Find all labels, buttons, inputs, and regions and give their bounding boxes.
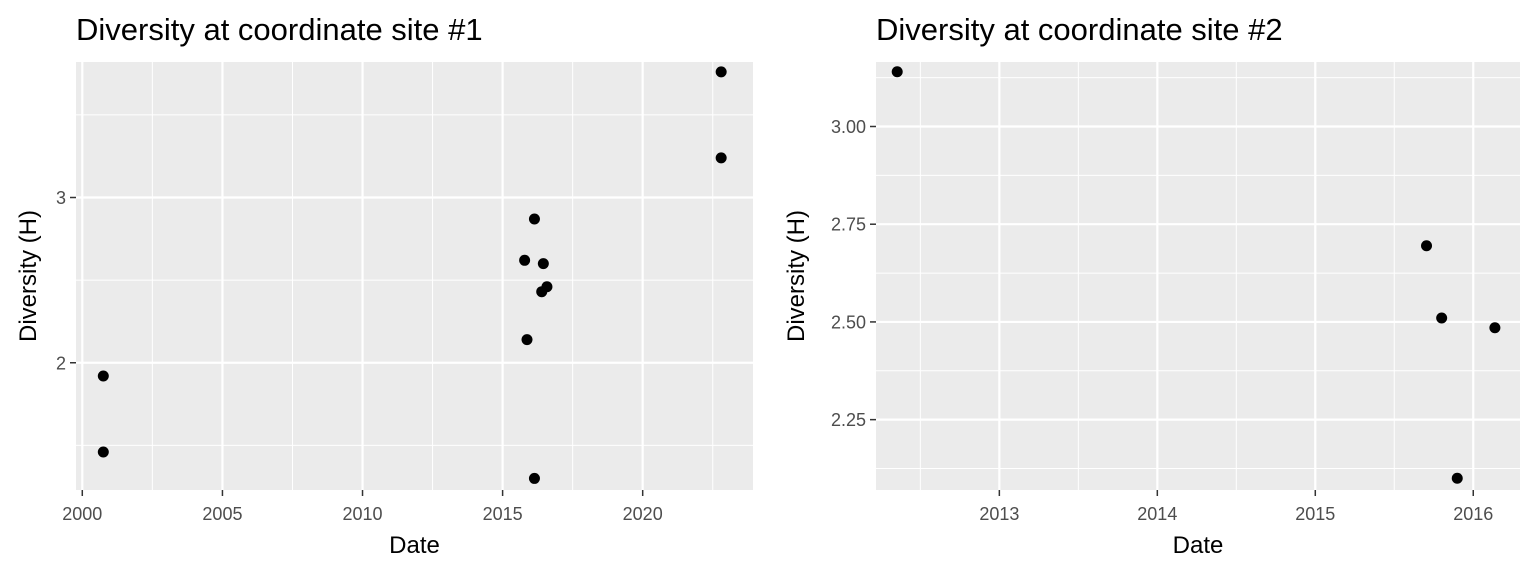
x-tick-label: 2013	[979, 504, 1019, 524]
data-point	[1436, 312, 1448, 324]
x-axis-title: Date	[1173, 532, 1224, 559]
axis-ticks: 2000 2005 2010 2015 2020 2 3	[56, 188, 663, 524]
minor-grid	[76, 62, 753, 490]
y-axis-title: Diversity (H)	[15, 210, 42, 342]
y-tick-label: 2.25	[831, 410, 866, 430]
x-tick-label: 2000	[62, 504, 102, 524]
x-tick-label: 2005	[202, 504, 242, 524]
x-tick-label: 2015	[483, 504, 523, 524]
data-points	[97, 66, 727, 484]
data-point	[1451, 472, 1463, 484]
plot-panel	[76, 62, 753, 490]
axis-ticks: 2013 2014 2015 2016 2.25 2.50 2.75 3.00	[831, 117, 1493, 524]
data-point	[521, 334, 533, 346]
x-axis-title: Date	[389, 532, 440, 559]
data-point	[97, 446, 109, 458]
data-point	[528, 472, 540, 484]
data-point	[715, 66, 727, 78]
x-tick-label: 2020	[623, 504, 663, 524]
major-grid	[876, 62, 1520, 490]
data-point	[537, 258, 549, 270]
data-point	[528, 213, 540, 225]
x-tick-label: 2016	[1453, 504, 1493, 524]
major-grid	[76, 62, 753, 490]
data-point	[519, 254, 531, 266]
data-point	[715, 152, 727, 164]
y-tick-label: 2	[56, 353, 66, 373]
data-point	[97, 370, 109, 382]
x-tick-label: 2010	[343, 504, 383, 524]
data-point	[891, 66, 903, 78]
y-tick-label: 2.75	[831, 215, 866, 235]
chart-title: Diversity at coordinate site #1	[76, 12, 483, 47]
y-tick-label: 3	[56, 188, 66, 208]
y-tick-label: 2.50	[831, 312, 866, 332]
chart-title: Diversity at coordinate site #2	[876, 12, 1283, 47]
data-point	[1489, 322, 1501, 334]
data-points	[891, 66, 1501, 484]
y-axis-title: Diversity (H)	[783, 210, 810, 342]
y-tick-label: 3.00	[831, 117, 866, 137]
data-point	[541, 281, 553, 293]
chart-site-2: Diversity at coordinate site #2 2013 2014…	[783, 12, 1520, 559]
x-tick-label: 2015	[1295, 504, 1335, 524]
data-point	[1421, 240, 1433, 252]
x-tick-label: 2014	[1137, 504, 1177, 524]
chart-site-1: Diversity at coordinate site #1 2000 2005…	[15, 12, 753, 559]
